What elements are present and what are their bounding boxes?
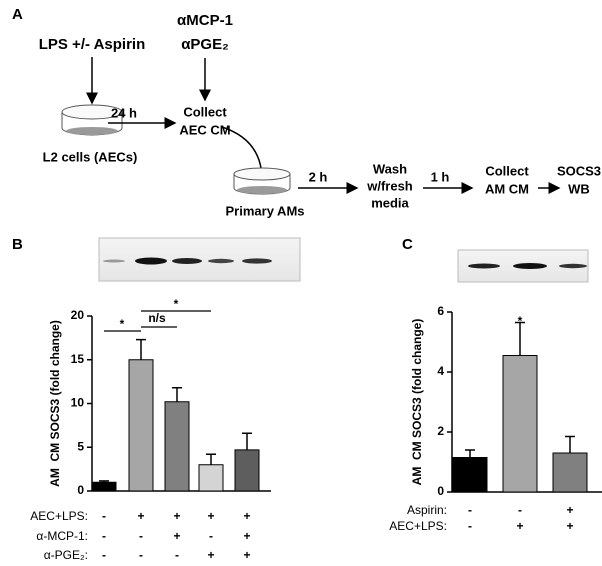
- y-tick-label: 0: [437, 484, 444, 498]
- node-label: AEC CM: [179, 122, 230, 137]
- bar: [234, 449, 260, 492]
- condition-sign: -: [102, 529, 106, 543]
- node-label: w/fresh: [366, 178, 413, 193]
- dish: [61, 104, 123, 136]
- condition-label: AEC+LPS:: [30, 509, 88, 523]
- antibody: αMCP-1: [177, 12, 233, 29]
- panel-label: A: [12, 6, 23, 23]
- y-tick-label: 20: [71, 308, 85, 322]
- time-label: 2 h: [309, 169, 328, 184]
- panel-label: B: [12, 236, 23, 253]
- time-label: 24 h: [111, 105, 137, 120]
- time-label: 1 h: [431, 169, 450, 184]
- y-tick-label: 15: [71, 352, 85, 366]
- y-tick-label: 0: [77, 483, 84, 497]
- condition-sign: +: [243, 509, 250, 523]
- western-blot: [98, 237, 301, 282]
- bar: [552, 452, 588, 493]
- y-tick-label: 10: [71, 396, 85, 410]
- dish: [233, 167, 291, 195]
- condition-sign: +: [243, 529, 250, 543]
- antibody: αPGE₂: [181, 36, 229, 53]
- bar: [502, 355, 538, 493]
- panel-a: A LPS +/- Aspirin L2 cells (AECs) 24 h α…: [12, 6, 601, 218]
- bar: [198, 464, 224, 492]
- bar: [164, 401, 190, 492]
- node-label: media: [371, 195, 409, 210]
- y-axis-label: AM CM SOCS3 (fold change): [48, 320, 62, 487]
- condition-sign: +: [137, 509, 144, 523]
- condition-sign: +: [207, 509, 214, 523]
- condition-sign: -: [102, 548, 106, 562]
- node-label: SOCS3: [557, 163, 601, 178]
- node-label: Collect: [485, 163, 529, 178]
- node-label: Collect: [183, 104, 227, 119]
- node-label: Primary AMs: [226, 203, 305, 218]
- node-label: WB: [568, 181, 590, 196]
- panel-label: C: [402, 236, 413, 253]
- condition-sign: +: [566, 503, 573, 517]
- bar: [91, 481, 117, 492]
- y-tick-label: 2: [437, 424, 444, 438]
- annotation: n/s: [148, 311, 166, 325]
- condition-sign: +: [173, 509, 180, 523]
- condition-sign: +: [207, 548, 214, 562]
- annotation: *: [518, 314, 523, 328]
- condition-sign: -: [139, 548, 143, 562]
- condition-sign: -: [468, 519, 472, 533]
- condition-sign: -: [102, 509, 106, 523]
- condition-label: α-MCP-1:: [36, 529, 88, 543]
- condition-label: Aspirin:: [407, 503, 447, 517]
- node-label: AM CM: [485, 181, 529, 196]
- y-axis-label: AM CM SOCS3 (fold change): [410, 319, 424, 486]
- y-tick-label: 5: [77, 439, 84, 453]
- bar: [128, 359, 154, 492]
- condition-sign: +: [516, 519, 523, 533]
- condition-sign: -: [468, 503, 472, 517]
- western-blot: [457, 249, 589, 283]
- condition-sign: -: [139, 529, 143, 543]
- y-tick-label: 4: [437, 364, 444, 378]
- condition-sign: -: [175, 548, 179, 562]
- condition-sign: -: [209, 529, 213, 543]
- condition-sign: +: [243, 548, 250, 562]
- y-tick-label: 6: [437, 304, 444, 318]
- condition-label: α-PGE₂:: [44, 548, 88, 562]
- annotation: *: [174, 297, 179, 311]
- condition-sign: -: [518, 503, 522, 517]
- bar: [452, 457, 488, 493]
- node-label: L2 cells (AECs): [43, 149, 138, 164]
- node-label: Wash: [373, 161, 407, 176]
- treatment: LPS +/- Aspirin: [39, 36, 146, 53]
- condition-label: AEC+LPS:: [389, 519, 447, 533]
- annotation: *: [120, 317, 125, 331]
- condition-sign: +: [173, 529, 180, 543]
- condition-sign: +: [566, 519, 573, 533]
